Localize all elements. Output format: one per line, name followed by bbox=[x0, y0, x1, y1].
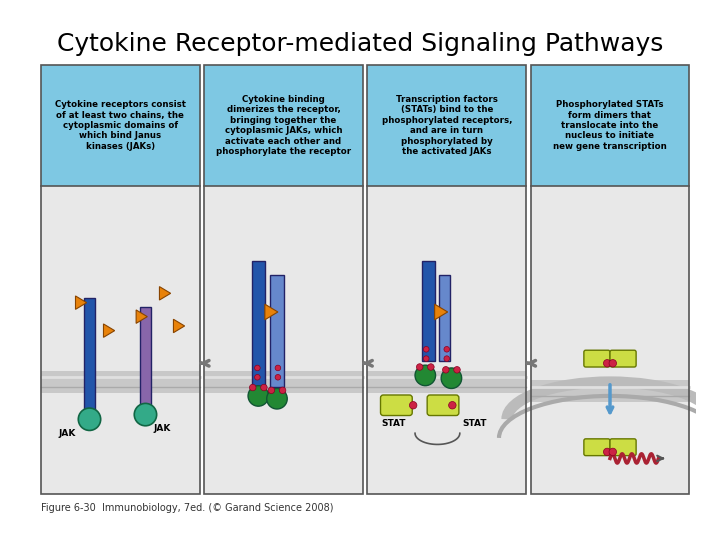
Circle shape bbox=[275, 374, 281, 380]
Text: STAT: STAT bbox=[382, 420, 406, 428]
Bar bbox=[367, 65, 526, 494]
Text: Figure 6-30  Immunobiology, 7ed. (© Garand Science 2008): Figure 6-30 Immunobiology, 7ed. (© Garan… bbox=[41, 503, 333, 513]
Bar bbox=[204, 65, 363, 494]
Circle shape bbox=[266, 388, 287, 409]
Bar bbox=[204, 186, 363, 494]
Circle shape bbox=[449, 402, 456, 409]
Text: JAK: JAK bbox=[58, 429, 76, 438]
Polygon shape bbox=[104, 324, 114, 338]
FancyBboxPatch shape bbox=[381, 395, 413, 415]
Circle shape bbox=[134, 403, 157, 426]
Bar bbox=[367, 65, 526, 186]
Polygon shape bbox=[174, 319, 184, 333]
Text: Transcription factors
(STATs) bind to the
phosphorylated receptors,
and are in t: Transcription factors (STATs) bind to th… bbox=[382, 95, 512, 156]
Circle shape bbox=[423, 347, 429, 352]
FancyBboxPatch shape bbox=[610, 350, 636, 367]
Bar bbox=[531, 65, 689, 186]
Circle shape bbox=[275, 365, 281, 371]
Circle shape bbox=[609, 360, 616, 367]
Bar bbox=[271, 275, 284, 387]
Circle shape bbox=[454, 367, 460, 373]
Circle shape bbox=[444, 347, 449, 352]
Circle shape bbox=[423, 356, 429, 361]
Bar bbox=[531, 186, 689, 494]
Text: JAK: JAK bbox=[153, 424, 171, 433]
FancyBboxPatch shape bbox=[427, 395, 459, 415]
Bar bbox=[84, 298, 95, 410]
Polygon shape bbox=[136, 310, 148, 323]
Circle shape bbox=[248, 386, 269, 406]
Bar bbox=[531, 380, 689, 402]
Circle shape bbox=[279, 387, 286, 394]
Bar bbox=[422, 261, 435, 361]
Circle shape bbox=[444, 356, 449, 361]
Bar bbox=[367, 186, 526, 494]
Bar bbox=[41, 371, 199, 393]
FancyBboxPatch shape bbox=[584, 439, 610, 456]
Circle shape bbox=[261, 384, 267, 391]
Polygon shape bbox=[265, 304, 278, 320]
Text: Cytokine Receptor-mediated Signaling Pathways: Cytokine Receptor-mediated Signaling Pat… bbox=[57, 32, 663, 56]
Circle shape bbox=[255, 365, 260, 371]
Circle shape bbox=[428, 364, 434, 370]
Polygon shape bbox=[435, 304, 448, 320]
Circle shape bbox=[410, 402, 417, 409]
FancyBboxPatch shape bbox=[584, 350, 610, 367]
Circle shape bbox=[78, 408, 101, 430]
Text: Phosphorylated STATs
form dimers that
translocate into the
nucleus to initiate
n: Phosphorylated STATs form dimers that tr… bbox=[553, 100, 667, 151]
Bar bbox=[41, 65, 199, 186]
Circle shape bbox=[441, 368, 462, 388]
Bar bbox=[140, 307, 151, 405]
Bar bbox=[367, 371, 526, 393]
Bar bbox=[41, 65, 199, 494]
Circle shape bbox=[603, 360, 611, 367]
Circle shape bbox=[603, 448, 611, 456]
Bar bbox=[41, 186, 199, 494]
Circle shape bbox=[609, 448, 616, 456]
Text: Cytokine binding
dimerizes the receptor,
bringing together the
cytoplasmic JAKs,: Cytokine binding dimerizes the receptor,… bbox=[216, 95, 351, 156]
Circle shape bbox=[255, 374, 260, 380]
Circle shape bbox=[249, 384, 256, 391]
Bar bbox=[252, 261, 265, 387]
Bar bbox=[439, 275, 451, 361]
Text: Cytokine receptors consist
of at least two chains, the
cytoplasmic domains of
wh: Cytokine receptors consist of at least t… bbox=[55, 100, 186, 151]
Text: STAT: STAT bbox=[462, 420, 487, 428]
Circle shape bbox=[415, 365, 436, 386]
Circle shape bbox=[443, 367, 449, 373]
Bar bbox=[204, 371, 363, 393]
Bar bbox=[531, 65, 689, 494]
Polygon shape bbox=[159, 287, 171, 300]
Polygon shape bbox=[76, 296, 86, 309]
Circle shape bbox=[268, 387, 274, 394]
FancyBboxPatch shape bbox=[610, 439, 636, 456]
Bar bbox=[204, 65, 363, 186]
Circle shape bbox=[416, 364, 423, 370]
